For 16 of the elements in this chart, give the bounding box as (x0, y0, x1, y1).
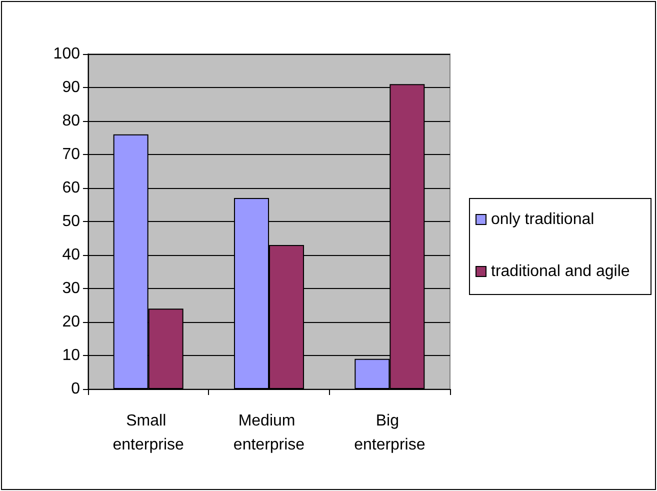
legend-label: only traditional (491, 211, 594, 228)
y-tick-label: 20 (62, 314, 80, 330)
x-tick-label: Big enterprise (354, 412, 426, 454)
y-tick-label: 90 (62, 79, 80, 96)
x-tick-label: Medium enterprise (233, 412, 305, 454)
y-tick-label: 60 (62, 180, 80, 196)
y-tick-label: 40 (62, 246, 80, 264)
y-tick-label: 30 (62, 280, 80, 297)
y-tick-label: 100 (53, 46, 80, 62)
y-tick-label: 70 (62, 146, 80, 163)
y-tick-label: 0 (71, 380, 80, 398)
y-tick-label: 80 (62, 112, 80, 130)
y-tick-label: 10 (62, 347, 80, 364)
legend-label: traditional and agile (491, 263, 630, 280)
x-tick-label: Small enterprise (112, 412, 184, 454)
y-tick-label: 50 (62, 213, 80, 230)
